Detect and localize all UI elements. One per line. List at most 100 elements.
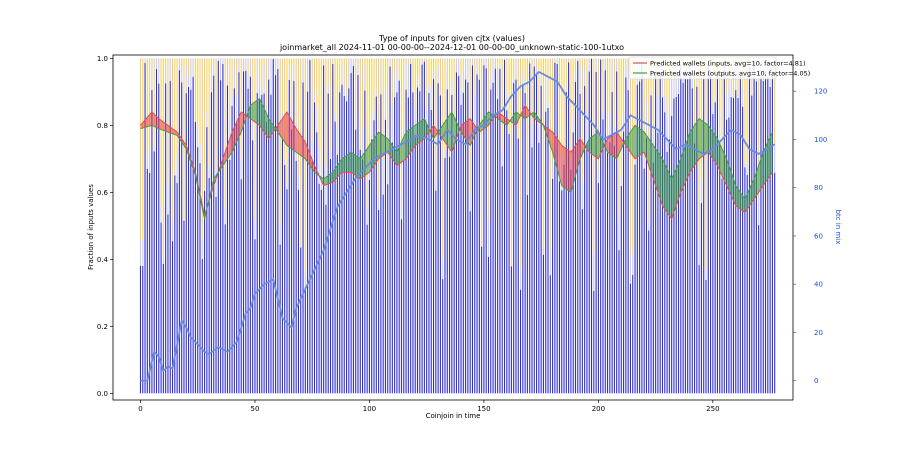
- bar-main-segment: [568, 62, 570, 394]
- bar-main-segment: [336, 154, 338, 394]
- bar-light-segment: [416, 76, 419, 88]
- bar-light-segment: [481, 244, 483, 247]
- bar-main-segment: [611, 91, 613, 394]
- bar-light-segment: [499, 64, 501, 69]
- bar-light-segment: [698, 240, 700, 266]
- bar-main-segment: [501, 166, 503, 394]
- bar-light-segment: [210, 72, 213, 93]
- bar-light-segment: [199, 143, 201, 164]
- bar-top-segment: [629, 58, 631, 256]
- bar-main-segment: [767, 75, 769, 394]
- bar-main-segment: [375, 96, 377, 394]
- bar-main-segment: [378, 209, 380, 394]
- y2-axis-label: btc in mix: [834, 210, 842, 245]
- bar-top-segment: [522, 58, 524, 71]
- x-tick-label: 150: [477, 405, 490, 413]
- bar-main-segment: [188, 87, 190, 394]
- bar-light-segment: [174, 171, 176, 176]
- bar-main-segment: [680, 64, 682, 394]
- legend-label-inputs: Predicted wallets (inputs, avg=10, facto…: [650, 60, 806, 68]
- bar-top-segment: [606, 58, 609, 136]
- bar-main-segment: [153, 151, 155, 394]
- fill-band-segment: [277, 111, 288, 146]
- bar-light-segment: [609, 112, 611, 143]
- bar-top-segment: [382, 58, 384, 156]
- bar-light-segment: [171, 219, 174, 242]
- bar-light-segment: [366, 205, 368, 225]
- bar-light-segment: [258, 73, 261, 99]
- bar-light-segment: [774, 146, 776, 173]
- bar-main-segment: [362, 159, 364, 394]
- bar-main-segment: [286, 189, 288, 394]
- bar-light-segment: [185, 66, 187, 94]
- bar-top-segment: [224, 58, 226, 208]
- y-tick-label: 0.4: [97, 256, 109, 264]
- bar-light-segment: [162, 257, 164, 264]
- bar-light-segment: [215, 169, 217, 197]
- bar-top-segment: [199, 58, 201, 144]
- bar-top-segment: [552, 58, 554, 157]
- bar-main-segment: [723, 64, 725, 394]
- bar-light-segment: [664, 95, 666, 113]
- bar-top-segment: [362, 58, 364, 128]
- bar-light-segment: [744, 164, 746, 168]
- bar-light-segment: [536, 66, 538, 75]
- bar-light-segment: [188, 75, 190, 88]
- bar-main-segment: [226, 85, 229, 394]
- bar-main-segment: [513, 83, 515, 394]
- bar-main-segment: [178, 70, 180, 394]
- bar-top-segment: [746, 58, 748, 163]
- bar-main-segment: [758, 225, 760, 394]
- bar-light-segment: [432, 69, 435, 80]
- bar-light-segment: [384, 86, 387, 120]
- bar-main-segment: [574, 81, 577, 394]
- bar-top-segment: [378, 58, 380, 197]
- bar-top-segment: [623, 58, 625, 115]
- bar-main-segment: [636, 84, 638, 394]
- bar-main-segment: [476, 74, 478, 394]
- bar-main-segment: [506, 110, 508, 394]
- bar-light-segment: [442, 258, 444, 280]
- bar-light-segment: [506, 91, 508, 111]
- bar-top-segment: [444, 58, 446, 151]
- bar-light-segment: [352, 58, 354, 67]
- bar-top-segment: [542, 58, 544, 248]
- bar-top-segment: [394, 58, 396, 71]
- bar-light-segment: [469, 195, 471, 212]
- bar-light-segment: [183, 219, 185, 221]
- bar-light-segment: [455, 58, 457, 73]
- bar-top-segment: [666, 58, 668, 117]
- bar-main-segment: [293, 81, 295, 394]
- bar-main-segment: [519, 289, 522, 394]
- bar-light-segment: [501, 148, 503, 167]
- bar-light-segment: [682, 76, 684, 83]
- bar-main-segment: [487, 256, 490, 394]
- bar-light-segment: [547, 102, 549, 109]
- bar-main-segment: [183, 220, 185, 394]
- bar-main-segment: [494, 68, 496, 394]
- bar-light-segment: [142, 238, 144, 267]
- bar-top-segment: [325, 58, 327, 170]
- bar-main-segment: [275, 75, 277, 394]
- bar-light-segment: [446, 58, 448, 90]
- x-axis-label: Coinjoin in time: [426, 412, 481, 420]
- bar-top-segment: [304, 58, 306, 271]
- bar-light-segment: [270, 59, 272, 95]
- bar-main-segment: [732, 97, 735, 394]
- bar-light-segment: [155, 58, 158, 70]
- bar-main-segment: [728, 117, 730, 394]
- bar-main-segment: [249, 76, 251, 394]
- bar-main-segment: [769, 86, 771, 394]
- bar-main-segment: [430, 109, 432, 394]
- bar-top-segment: [334, 58, 336, 114]
- bar-main-segment: [329, 159, 332, 394]
- bar-top-segment: [634, 58, 636, 134]
- bar-top-segment: [581, 58, 583, 181]
- bar-main-segment: [217, 60, 219, 394]
- bar-main-segment: [384, 119, 387, 394]
- bar-light-segment: [556, 58, 558, 64]
- bar-top-segment: [481, 58, 483, 245]
- bar-main-segment: [677, 94, 680, 394]
- bar-light-segment: [487, 218, 490, 257]
- bar-top-segment: [329, 58, 332, 149]
